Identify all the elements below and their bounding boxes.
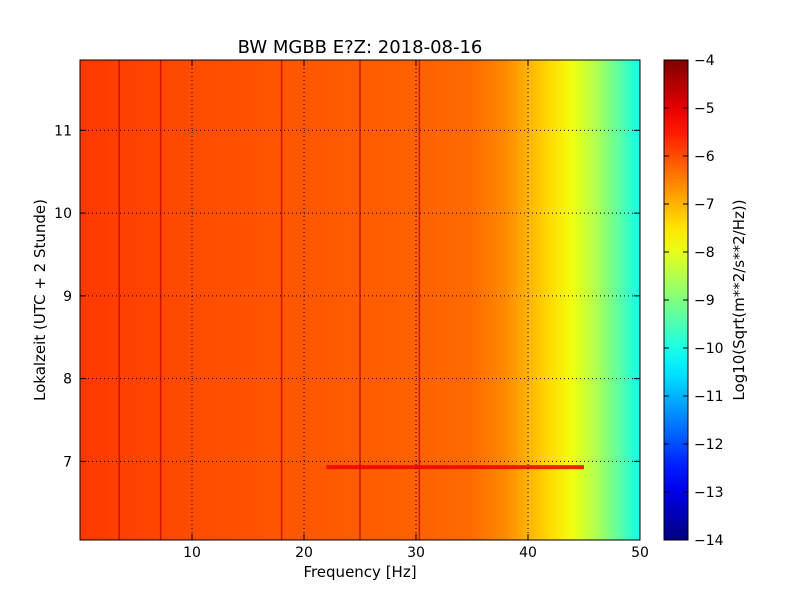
colorbar-tick-label: −12 xyxy=(694,437,724,453)
grid-lines xyxy=(80,60,640,540)
plot-frame xyxy=(79,59,641,541)
y-tick-label: 8 xyxy=(63,372,72,388)
colorbar-tick-label: −13 xyxy=(694,485,724,501)
colorbar-tick-label: −4 xyxy=(694,53,715,69)
y-tick-label: 9 xyxy=(63,289,72,305)
x-tick-label: 50 xyxy=(631,545,649,561)
plot-area xyxy=(79,59,641,541)
colorbar: −4 −5 −6 −7 −8 −9 −10 −11 −12 −13 −14 Log10(Sqrt(m… xyxy=(663,53,748,549)
x-tick-label: 10 xyxy=(183,545,201,561)
y-axis-label: Lokalzeit (UTC + 2 Stunde) xyxy=(31,199,49,401)
x-tick-label: 40 xyxy=(519,545,537,561)
colorbar-ticks: −4 −5 −6 −7 −8 −9 −10 −11 −12 −13 −14 xyxy=(664,53,724,549)
y-tick-label: 10 xyxy=(54,206,72,222)
colorbar-tick-label: −5 xyxy=(694,101,715,117)
colorbar-tick-label: −7 xyxy=(694,197,715,213)
colorbar-tick-label: −14 xyxy=(694,533,724,549)
spectrogram-features xyxy=(118,60,584,540)
colorbar-label: Log10(Sqrt(m**2/s**2/Hz)) xyxy=(730,199,748,400)
colorbar-tick-label: −6 xyxy=(694,149,715,165)
x-axis-ticks: 10 20 30 40 50 xyxy=(183,60,649,561)
x-axis-label: Frequency [Hz] xyxy=(303,563,416,581)
y-tick-label: 11 xyxy=(54,123,72,139)
colorbar-tick-label: −9 xyxy=(694,293,715,309)
colorbar-tick-label: −8 xyxy=(694,245,715,261)
y-tick-label: 7 xyxy=(63,454,72,470)
x-tick-label: 30 xyxy=(407,545,425,561)
x-tick-label: 20 xyxy=(295,545,313,561)
y-axis-ticks: 7 8 9 10 11 xyxy=(54,123,640,470)
colorbar-tick-label: −11 xyxy=(694,389,724,405)
colorbar-tick-label: −10 xyxy=(694,341,724,357)
chart-title: BW MGBB E?Z: 2018-08-16 xyxy=(238,37,483,58)
